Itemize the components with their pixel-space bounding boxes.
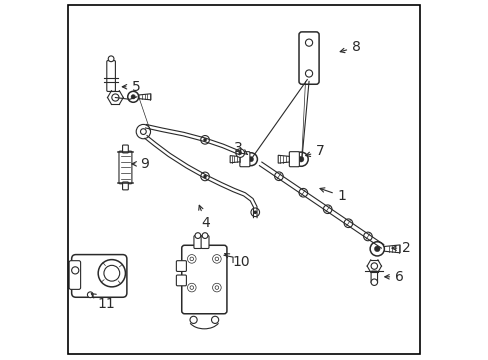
Circle shape [190,286,193,289]
Circle shape [344,219,352,228]
Circle shape [293,152,307,166]
Circle shape [187,255,196,263]
Circle shape [248,157,253,162]
Text: 2: 2 [391,241,410,255]
Circle shape [298,188,307,197]
Circle shape [142,127,150,136]
Text: 6: 6 [384,270,403,284]
Circle shape [190,257,193,261]
Polygon shape [384,245,399,253]
FancyBboxPatch shape [69,261,81,289]
Circle shape [369,242,384,256]
Circle shape [190,316,197,323]
Circle shape [253,211,257,214]
Circle shape [305,39,312,46]
Circle shape [98,260,125,287]
FancyBboxPatch shape [72,255,126,297]
Text: 11: 11 [91,294,115,311]
Circle shape [140,129,146,134]
Circle shape [370,279,377,285]
Circle shape [136,125,150,139]
Circle shape [370,263,377,269]
Circle shape [238,151,242,155]
FancyBboxPatch shape [370,271,377,283]
Circle shape [108,56,114,62]
Circle shape [72,267,79,274]
Circle shape [131,95,135,99]
Circle shape [203,138,206,141]
Circle shape [363,232,371,241]
Circle shape [215,257,218,261]
Circle shape [274,172,283,180]
Circle shape [201,172,209,181]
Text: 9: 9 [132,157,149,171]
Circle shape [250,208,259,217]
Polygon shape [278,155,293,163]
Text: 10: 10 [224,254,249,270]
Circle shape [212,255,221,263]
Circle shape [144,130,147,134]
Circle shape [187,283,196,292]
Circle shape [374,246,379,252]
FancyBboxPatch shape [201,235,208,248]
Text: 4: 4 [198,205,210,230]
Text: 1: 1 [319,188,346,203]
Circle shape [212,283,221,292]
FancyBboxPatch shape [289,152,299,167]
FancyBboxPatch shape [298,32,319,84]
Circle shape [323,205,331,213]
Text: 5: 5 [122,80,140,94]
Circle shape [127,91,139,102]
Circle shape [305,70,312,77]
FancyBboxPatch shape [119,151,132,184]
Polygon shape [230,156,244,163]
Polygon shape [139,94,151,100]
Text: 3: 3 [233,141,247,155]
FancyBboxPatch shape [176,275,186,286]
Circle shape [203,175,206,178]
Circle shape [202,233,207,238]
Text: 8: 8 [340,40,360,54]
Circle shape [235,149,244,157]
Circle shape [112,94,119,101]
Circle shape [104,265,120,281]
FancyBboxPatch shape [194,235,202,248]
Circle shape [244,153,257,166]
FancyBboxPatch shape [106,60,115,91]
FancyBboxPatch shape [182,245,226,314]
FancyBboxPatch shape [122,182,128,190]
FancyBboxPatch shape [122,145,128,153]
Circle shape [211,316,218,323]
Circle shape [201,135,209,144]
FancyBboxPatch shape [176,261,186,271]
Circle shape [87,292,93,298]
Text: 7: 7 [305,144,325,158]
FancyBboxPatch shape [239,152,249,167]
Circle shape [215,286,218,289]
Circle shape [195,233,201,238]
Circle shape [298,156,304,162]
